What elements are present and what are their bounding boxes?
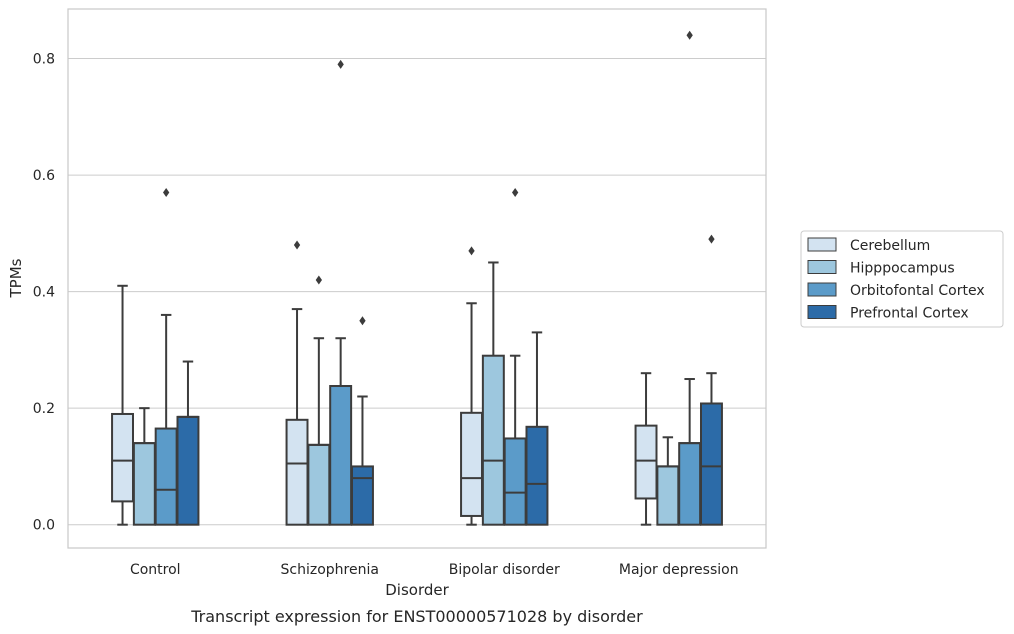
- box-2-0: [154, 188, 178, 526]
- box-3-2: [525, 331, 549, 526]
- legend-swatch: [807, 260, 837, 274]
- box-iqr: [307, 443, 331, 526]
- x-tick-label: Control: [130, 562, 181, 578]
- legend-label: Cerebellum: [850, 238, 930, 254]
- outlier-point: [512, 188, 519, 198]
- box-iqr: [460, 411, 484, 517]
- box-iqr: [699, 402, 723, 526]
- plot-frame: [67, 8, 767, 549]
- box-1-1: [307, 275, 331, 526]
- outlier-point: [337, 59, 344, 69]
- box-groups: [111, 30, 723, 526]
- x-axis-label: Disorder: [385, 581, 449, 599]
- box-iqr: [111, 412, 135, 503]
- box-0-2: [460, 246, 484, 526]
- y-tick-label: 0.8: [33, 52, 55, 68]
- chart-caption: Transcript expression for ENST0000057102…: [190, 607, 643, 626]
- outlier-point: [686, 30, 693, 40]
- box-iqr: [656, 465, 680, 526]
- box-1-3: [656, 436, 680, 526]
- box-iqr: [634, 424, 658, 500]
- box-iqr: [154, 427, 178, 526]
- legend-label: Hipppocampus: [850, 261, 955, 277]
- box-2-3: [678, 30, 702, 526]
- y-tick-labels: 0.0 0.2 0.4 0.6 0.8: [33, 52, 55, 534]
- legend-frame: [800, 230, 1004, 328]
- box-1-0: [132, 407, 156, 526]
- y-tick-label: 0.0: [33, 518, 55, 534]
- outlier-point: [359, 316, 366, 326]
- outlier-point: [293, 240, 301, 250]
- outlier-point: [163, 188, 170, 198]
- box-iqr: [481, 354, 505, 526]
- box-iqr: [285, 418, 309, 526]
- box-iqr: [329, 385, 353, 526]
- box-iqr: [503, 437, 527, 526]
- x-tick-label: Bipolar disorder: [449, 562, 560, 578]
- y-tick-label: 0.2: [33, 401, 55, 417]
- box-3-0: [176, 360, 200, 526]
- x-tick-label: Major depression: [619, 562, 739, 578]
- y-tick-label: 0.6: [33, 168, 55, 184]
- box-2-2: [503, 188, 527, 526]
- box-iqr: [350, 465, 374, 526]
- box-2-1: [329, 59, 353, 526]
- box-3-1: [350, 316, 374, 526]
- y-tick-label: 0.4: [33, 285, 55, 301]
- legend-label: Prefrontal Cortex: [850, 306, 969, 322]
- outlier-point: [315, 275, 322, 285]
- box-iqr: [176, 415, 200, 526]
- legend-swatch: [807, 237, 837, 252]
- x-tick-labels: Control Schizophrenia Bipolar disorder Majo…: [130, 562, 739, 578]
- box-0-1: [285, 240, 309, 526]
- box-iqr: [525, 425, 549, 526]
- y-axis-label: TPMs: [7, 258, 25, 298]
- box-0-3: [634, 372, 658, 526]
- box-0-0: [111, 284, 135, 526]
- legend: Cerebellum Hipppocampus Orbitofontal Corte…: [800, 230, 1004, 328]
- x-tick-label: Schizophrenia: [281, 562, 379, 578]
- legend-swatch: [807, 282, 837, 297]
- legend-label: Orbitofontal Cortex: [850, 283, 985, 299]
- box-iqr: [678, 442, 702, 526]
- box-iqr: [132, 442, 156, 526]
- outlier-point: [708, 234, 715, 244]
- legend-swatch: [807, 305, 837, 319]
- box-1-2: [481, 261, 505, 526]
- outlier-point: [468, 246, 475, 256]
- box-3-3: [699, 234, 723, 526]
